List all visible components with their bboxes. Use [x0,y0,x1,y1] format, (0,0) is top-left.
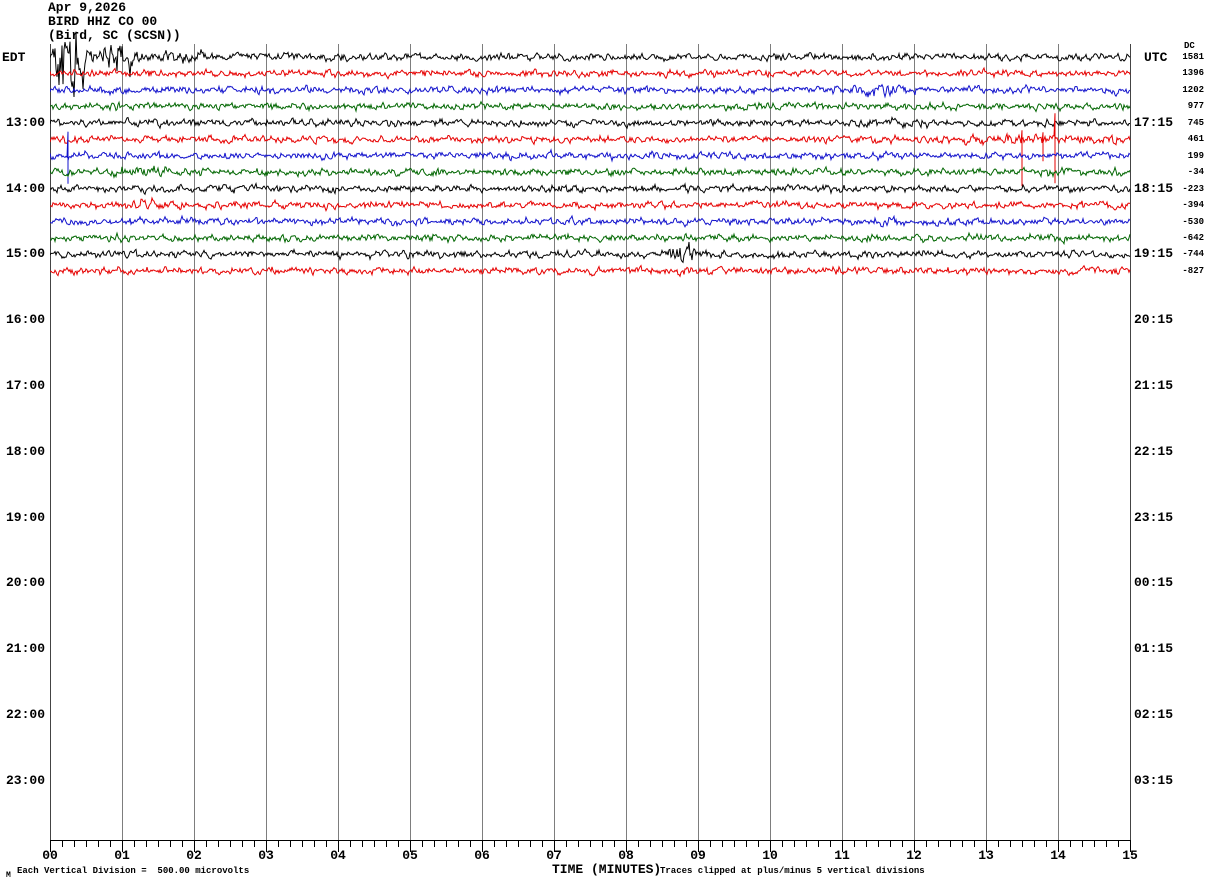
dc-offset-value: -530 [1182,216,1204,227]
dc-offset-value: 1202 [1182,84,1204,95]
dc-offset-value: -827 [1182,265,1204,276]
x-tick-label: 11 [834,848,850,863]
right-hour-label: 21:15 [1134,378,1174,393]
x-tick-label: 01 [114,848,130,863]
left-hour-label: 13:00 [5,114,45,130]
right-hour-label: 20:15 [1134,312,1174,328]
left-hour-label: 20:00 [5,575,45,591]
dc-offset-value: 1396 [1182,68,1204,79]
x-tick-label: 03 [258,848,274,863]
trace-row-12-30-EDT [50,83,1131,99]
right-hour-label: 03:15 [1134,772,1174,788]
x-tick-label: 06 [474,848,490,863]
dc-offset-value: -394 [1182,200,1204,211]
trace-row-14-45-EDT [50,231,1131,246]
header-location: (Bird, SC (SCSN)) [48,28,181,43]
dc-offset-value: 745 [1187,117,1204,128]
left-hour-label: 19:00 [5,509,45,525]
left-timezone-label: EDT [2,50,26,65]
dc-offset-value: -34 [1187,167,1204,178]
corner-watermark: M [6,871,11,880]
right-hour-label: 18:15 [1134,180,1174,196]
trace-row-14-30-EDT [50,214,1131,228]
x-tick-label: 05 [402,848,418,863]
right-hour-label: 22:15 [1134,443,1174,459]
dc-offset-value: -223 [1182,183,1204,194]
right-hour-label: 01:15 [1134,641,1174,657]
x-tick-label: 07 [546,848,562,863]
left-hour-label: 15:00 [5,246,45,262]
trace-row-13-30-EDT [50,131,1131,184]
trace-row-13-45-EDT [50,165,1131,179]
left-hour-label: 17:00 [5,378,45,393]
x-tick-label: 10 [762,848,778,863]
x-tick-label: 14 [1050,848,1066,863]
dc-offset-value: -642 [1182,232,1204,243]
header-date: Apr 9,2026 [48,0,127,15]
right-timezone-label: UTC [1144,50,1168,65]
left-hour-label: 22:00 [5,707,45,722]
trace-row-14-15-EDT [50,196,1131,212]
x-axis-title: TIME (MINUTES) [552,862,662,877]
trace-row-13-15-EDT [50,113,1131,187]
left-hour-label: 14:00 [5,180,45,196]
seismogram-plot [50,31,1131,852]
trace-row-12-45-EDT [50,100,1131,113]
right-hour-label: 02:15 [1134,707,1174,722]
x-tick-label: 08 [618,848,634,863]
clip-note: Traces clipped at plus/minus 5 vertical … [660,866,925,876]
x-tick-label: 13 [978,848,994,863]
trace-row-12-00-EDT [50,31,1131,98]
dc-offset-value: -744 [1182,249,1204,260]
x-tick-label: 09 [690,848,706,863]
trace-row-12-15-EDT [50,66,1131,80]
x-tick-label: 02 [186,848,202,863]
right-hour-label: 23:15 [1134,509,1174,525]
right-hour-label: 00:15 [1134,575,1174,591]
x-tick-label: 04 [330,848,346,863]
dc-offset-value: 199 [1187,150,1204,161]
header-station: BIRD HHZ CO 00 [48,14,158,29]
trace-row-15-00-EDT [50,241,1131,264]
dc-offset-value: 1581 [1182,52,1204,62]
right-hour-label: 17:15 [1134,114,1174,130]
right-hour-label: 19:15 [1134,246,1174,262]
x-tick-label: 00 [42,848,58,863]
left-hour-label: 16:00 [5,312,45,328]
trace-row-13-00-EDT [50,115,1130,130]
left-hour-label: 18:00 [5,443,45,459]
trace-row-15-15-EDT [50,264,1131,278]
trace-row-14-00-EDT [50,181,1131,196]
scale-note: Each Vertical Division = 500.00 microvol… [17,866,250,876]
dc-offset-value: 977 [1187,101,1204,112]
left-hour-label: 23:00 [5,772,45,788]
left-hour-label: 21:00 [5,641,45,657]
dc-offset-header: DC [1184,41,1195,51]
x-tick-label: 15 [1122,848,1138,863]
dc-offset-value: 461 [1187,134,1204,145]
x-tick-label: 12 [906,848,922,863]
